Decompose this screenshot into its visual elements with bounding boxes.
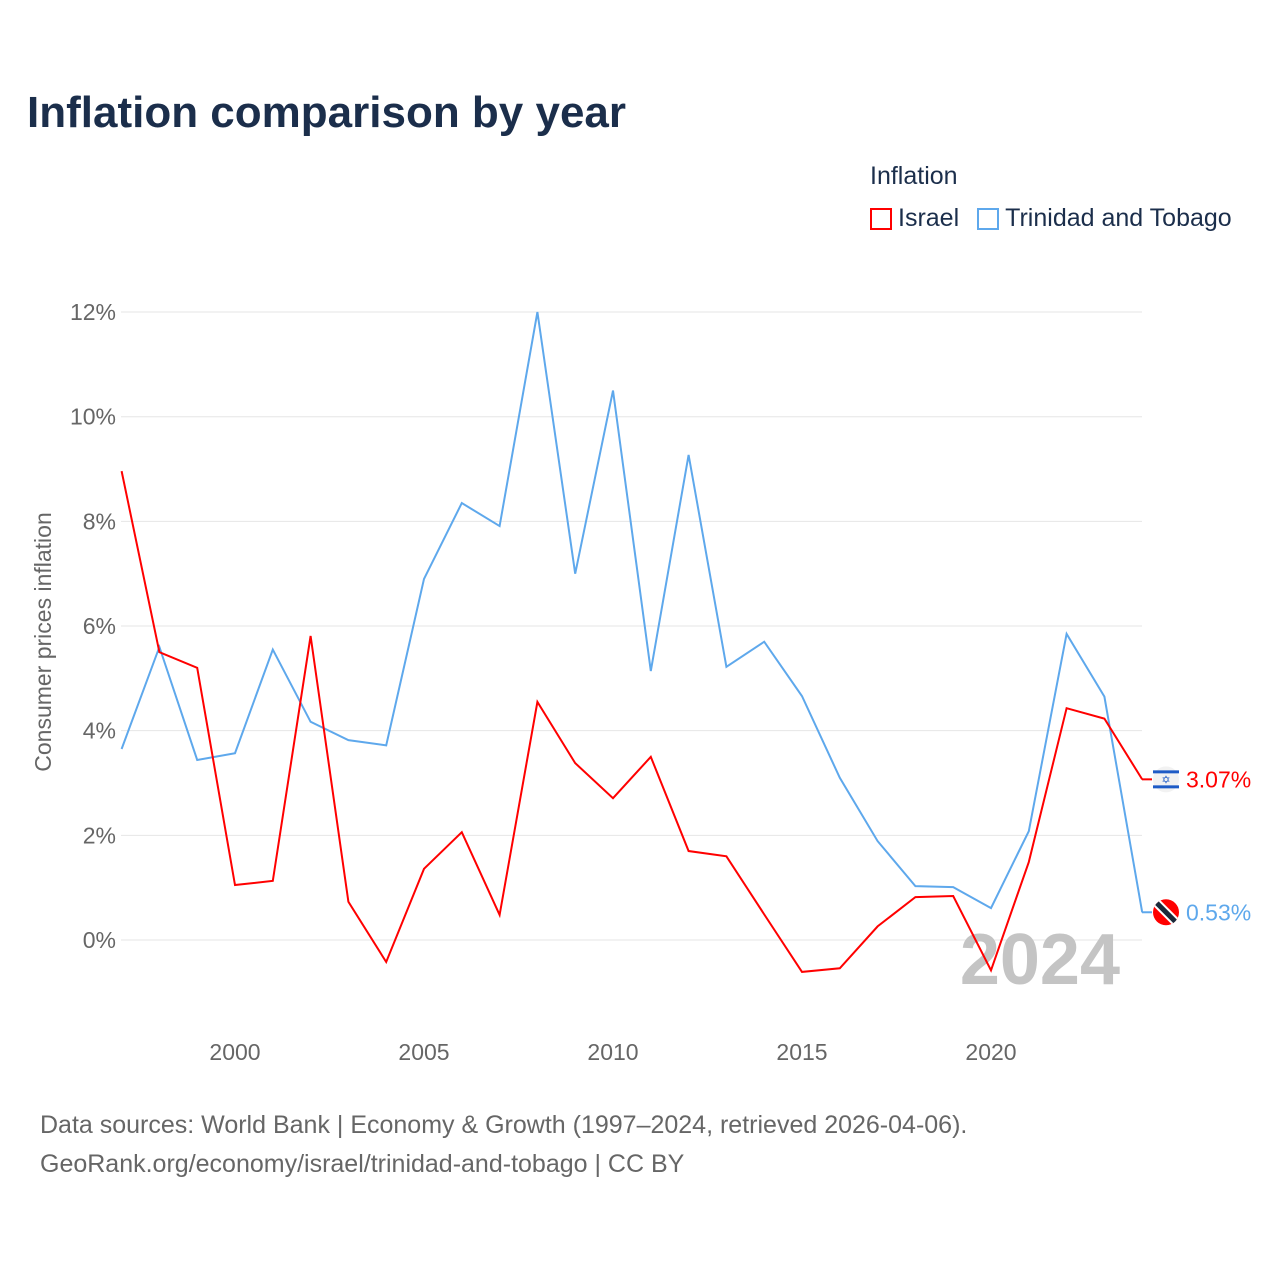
x-tick-label: 2005 xyxy=(398,1039,449,1065)
source-line-1: Data sources: World Bank | Economy & Gro… xyxy=(40,1111,968,1139)
y-tick-label: 10% xyxy=(70,404,116,430)
series-line-israel xyxy=(120,470,1144,973)
year-watermark: 2024 xyxy=(960,920,1120,1000)
legend-item-israel[interactable]: Israel xyxy=(870,204,959,233)
y-tick-label: 2% xyxy=(83,822,116,848)
legend: Israel Trinidad and Tobago xyxy=(870,204,1232,233)
x-tick-label: 2020 xyxy=(965,1039,1016,1065)
x-tick-label: 2000 xyxy=(209,1039,260,1065)
x-tick-label: 2010 xyxy=(587,1039,638,1065)
end-value-label: 3.07% xyxy=(1186,766,1251,792)
y-tick-label: 12% xyxy=(70,299,116,325)
y-tick-label: 4% xyxy=(83,718,116,744)
source-note: Data sources: World Bank | Economy & Gro… xyxy=(40,1106,967,1184)
legend-title: Inflation xyxy=(870,162,958,190)
legend-label: Trinidad and Tobago xyxy=(1005,204,1232,232)
star-icon: ✡ xyxy=(1161,774,1170,786)
series-line-trinidad-and-tobago xyxy=(120,311,1144,913)
legend-item-trinidad[interactable]: Trinidad and Tobago xyxy=(977,204,1232,233)
flag-band xyxy=(1153,899,1179,926)
end-value-label: 0.53% xyxy=(1186,899,1251,925)
flag-stripe xyxy=(1153,785,1179,789)
y-tick-label: 6% xyxy=(83,613,116,639)
legend-label: Israel xyxy=(898,204,960,232)
chart-title: Inflation comparison by year xyxy=(27,88,627,137)
y-axis-label: Consumer prices inflation xyxy=(30,512,56,772)
flag-stripe xyxy=(1153,770,1179,774)
legend-swatch-israel xyxy=(870,207,892,230)
y-tick-label: 0% xyxy=(83,927,116,953)
source-line-2: GeoRank.org/economy/israel/trinidad-and-… xyxy=(40,1150,685,1178)
legend-swatch-trinidad xyxy=(977,207,1000,230)
y-tick-label: 8% xyxy=(83,508,116,534)
x-tick-label: 2015 xyxy=(776,1039,827,1065)
